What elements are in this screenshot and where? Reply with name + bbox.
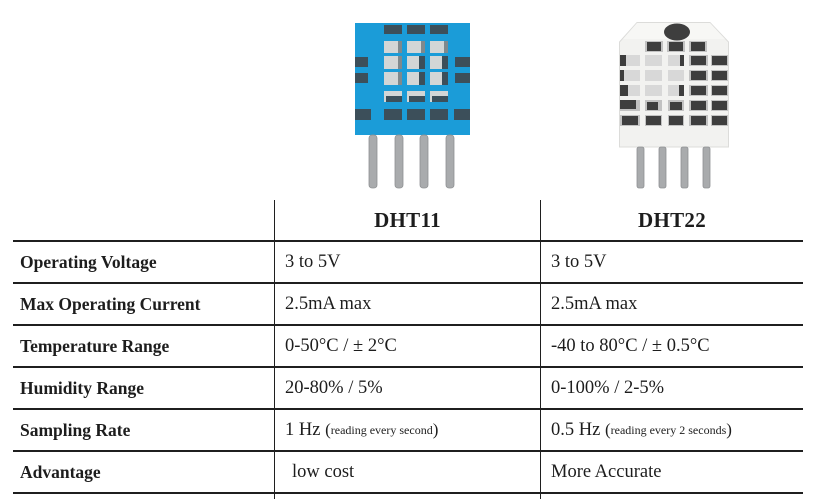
dht22-cell: 3 to 5V: [540, 242, 803, 282]
dht22-sensor-illustration: [619, 22, 729, 189]
table-bottom-stub: [13, 494, 803, 499]
stub-cell: [540, 494, 803, 499]
row-label: Max Operating Current: [20, 293, 201, 314]
note-open-paren: (: [604, 420, 611, 439]
row-label: Advantage: [20, 461, 101, 482]
table-row-sampling-rate: Sampling Rate 1 Hz (reading every second…: [13, 410, 803, 452]
cell-value: low cost: [292, 461, 355, 482]
cell-value: More Accurate: [551, 461, 662, 482]
cell-value: 0-50°C / ± 2°C: [285, 335, 397, 356]
cell-value: 3 to 5V: [285, 251, 341, 272]
sensor-figure-area: [0, 0, 816, 200]
row-label: Temperature Range: [20, 335, 170, 356]
dht22-cell: 0-100% / 2-5%: [540, 368, 803, 408]
cell-value: 3 to 5V: [551, 251, 607, 272]
cell-value: 1 Hz: [285, 419, 321, 440]
dht22-cell: More Accurate: [540, 452, 803, 492]
stub-cell: [274, 494, 540, 499]
dht22-cell: -40 to 80°C / ± 0.5°C: [540, 326, 803, 366]
cell-value: 0.5 Hz: [551, 419, 601, 440]
column-header-dht22: DHT22: [540, 200, 803, 240]
cell-value: 2.5mA max: [285, 293, 372, 314]
dht22-cell: 0.5 Hz (reading every 2 seconds): [540, 410, 803, 450]
cell-value: 20-80% / 5%: [285, 377, 383, 398]
cell-value: 2.5mA max: [551, 293, 638, 314]
cell-note: reading every 2 seconds: [610, 422, 727, 437]
cell-value: 0-100% / 2-5%: [551, 377, 665, 398]
dht11-cell: 3 to 5V: [274, 242, 540, 282]
table-row-max-operating-current: Max Operating Current 2.5mA max 2.5mA ma…: [13, 284, 803, 326]
row-label: Humidity Range: [20, 377, 144, 398]
stub-cell: [13, 494, 274, 499]
row-label: Operating Voltage: [20, 251, 157, 272]
row-label: Sampling Rate: [20, 419, 131, 440]
cell-note: reading every second: [330, 422, 433, 437]
table-row-operating-voltage: Operating Voltage 3 to 5V 3 to 5V: [13, 242, 803, 284]
dht11-cell: 20-80% / 5%: [274, 368, 540, 408]
dht11-cell: 0-50°C / ± 2°C: [274, 326, 540, 366]
table-row-temperature-range: Temperature Range 0-50°C / ± 2°C -40 to …: [13, 326, 803, 368]
note-close-paren: ): [432, 420, 439, 439]
dht22-cell: 2.5mA max: [540, 284, 803, 324]
corner-cell: [13, 200, 274, 240]
cell-value: -40 to 80°C / ± 0.5°C: [551, 335, 710, 356]
dht11-cell: 2.5mA max: [274, 284, 540, 324]
note-open-paren: (: [325, 420, 331, 439]
table-header-row: DHT11 DHT22: [13, 200, 803, 242]
note-close-paren: ): [726, 420, 732, 439]
table-row-humidity-range: Humidity Range 20-80% / 5% 0-100% / 2-5%: [13, 368, 803, 410]
dht11-cell: 1 Hz (reading every second): [274, 410, 540, 450]
comparison-table: DHT11 DHT22 Operating Voltage 3 to 5V 3 …: [13, 200, 803, 499]
table-row-advantage: Advantage low cost More Accurate: [13, 452, 803, 494]
dht11-sensor-illustration: [355, 23, 470, 189]
column-header-dht11: DHT11: [274, 200, 540, 240]
dht11-cell: low cost: [274, 452, 540, 492]
